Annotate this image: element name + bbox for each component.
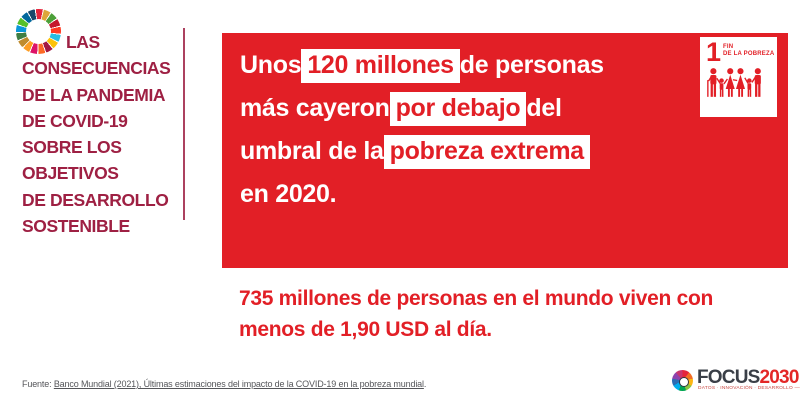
hero-banner: Unos 120 millones de personas más cayero… [222, 33, 788, 268]
sidebar-title-line: SOSTENIBLE [22, 216, 130, 237]
stat-text: 735 millones de personas en el mundo viv… [239, 283, 713, 345]
sdg-wheel-icon [16, 9, 61, 54]
headline-segment: Unos [240, 51, 302, 79]
focus-word: FOCUS [697, 367, 760, 388]
focus-tagline: DATOS · INNOVACIÓN · DESARROLLO ——— [698, 386, 800, 391]
aperture-icon [672, 370, 693, 391]
headline-line: Unos 120 millones de personas [240, 44, 604, 87]
sdg1-label-line2: DE LA POBREZA [723, 51, 775, 57]
focus2030-logo: FOCUS2030 DATOS · INNOVACIÓN · DESARROLL… [672, 367, 800, 393]
headline-highlight: pobreza extrema [383, 134, 590, 169]
sdg1-label-line1: FIN [723, 44, 734, 50]
headline-segment: de personas [459, 51, 604, 79]
sdg1-number: 1 [706, 37, 722, 67]
sidebar-title-line: SOBRE LOS [22, 137, 122, 158]
source-label: Fuente: [22, 379, 54, 389]
sidebar-title: LAS CONSECUENCIAS DE LA PANDEMIA DE COVI… [22, 29, 171, 239]
headline-line: en 2020. [240, 173, 604, 216]
sidebar-title-line: DE LA PANDEMIA [22, 84, 166, 105]
headline-segment: en 2020. [240, 180, 337, 208]
headline-segment: más cayeron [240, 94, 390, 122]
headline-highlight: por debajo [389, 91, 527, 126]
aperture-center [678, 376, 689, 387]
family-pictogram-icon [707, 68, 761, 97]
sidebar-title-line: DE DESARROLLO [22, 189, 169, 210]
sidebar-title-line: OBJETIVOS [22, 163, 119, 184]
headline-line: más cayeron por debajo del [240, 87, 604, 130]
focus-year: 2030 [759, 367, 800, 388]
vertical-divider [183, 28, 185, 220]
headline: Unos 120 millones de personas más cayero… [240, 44, 604, 216]
headline-highlight: 120 millones [301, 48, 460, 83]
sidebar-title-line: CONSECUENCIAS [22, 58, 171, 79]
stat-line: menos de 1,90 USD al día. [239, 318, 492, 341]
source-link[interactable]: Banco Mundial (2021), Últimas estimacion… [53, 379, 424, 389]
sdg1-badge: 1 FIN DE LA POBREZA [700, 37, 777, 117]
source-note: Fuente: Banco Mundial (2021), Últimas es… [22, 379, 426, 389]
headline-segment: del [526, 94, 562, 122]
headline-segment: umbral de la [240, 137, 384, 165]
sidebar-title-line: LAS [66, 32, 100, 52]
sdg-wheel-center [26, 19, 51, 44]
headline-line: umbral de la pobreza extrema [240, 130, 604, 173]
source-suffix: . [423, 379, 427, 389]
focus2030-wordmark: FOCUS2030 [697, 367, 799, 389]
stat-line: 735 millones de personas en el mundo viv… [239, 287, 714, 310]
sidebar-title-line: DE COVID-19 [22, 110, 128, 131]
